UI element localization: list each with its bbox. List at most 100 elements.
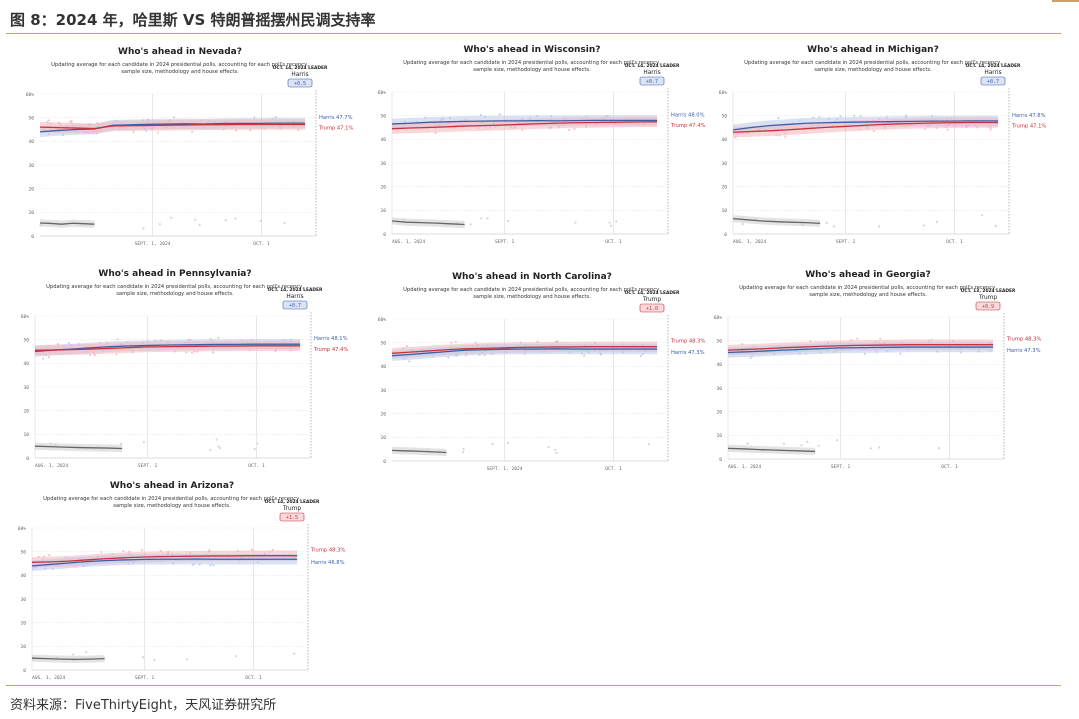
chart-subtitle-line: sample size, methodology and house effec… — [473, 294, 591, 300]
poll-dot — [209, 448, 212, 452]
poll-dot — [120, 442, 123, 445]
y-tick-label: 20 — [716, 409, 722, 415]
poll-dot — [142, 227, 145, 230]
poll-dot — [836, 439, 839, 442]
chart-panel-arizona: Who's ahead in Arizona? Updating average … — [12, 474, 352, 684]
chart-title: Who's ahead in Nevada? — [118, 47, 242, 57]
poll-dot — [462, 447, 465, 451]
chart-subtitle-line: sample size, methodology and house effec… — [814, 67, 932, 73]
chart-subtitle-line: sample size, methodology and house effec… — [473, 67, 591, 73]
poll-dot — [447, 356, 450, 359]
leader-name: Harris — [286, 294, 303, 300]
poll-dot — [782, 442, 786, 445]
leader-date: OCT. 14, 2024 LEADER — [265, 499, 320, 505]
poll-dot — [833, 225, 836, 228]
y-tick-label: 60% — [378, 90, 387, 96]
poll-dot — [47, 119, 50, 122]
leader-margin-badge — [279, 512, 305, 522]
y-tick-label: 50 — [23, 337, 29, 343]
y-tick-label: 30 — [716, 386, 722, 392]
figure-title: 图 8：2024 年，哈里斯 VS 特朗普摇摆州民调支持率 — [10, 11, 376, 29]
poll-dot — [170, 216, 173, 219]
poll-dot — [777, 116, 780, 120]
chart-subtitle-line: Updating average for each candidate in 2… — [403, 60, 661, 66]
poll-dot — [825, 221, 828, 224]
poll-dot — [184, 351, 188, 354]
poll-dot — [142, 441, 145, 444]
y-tick-label: 50 — [721, 113, 727, 119]
poll-dot — [172, 116, 175, 119]
poll-dot — [647, 443, 651, 446]
poll-dot — [42, 357, 45, 360]
y-tick-label: 10 — [721, 208, 727, 214]
y-tick-label: 40 — [721, 137, 727, 143]
poll-dot — [879, 337, 882, 340]
y-tick-label: 50 — [20, 549, 26, 555]
poll-dot — [253, 447, 256, 451]
chart-subtitle-line: Updating average for each candidate in 2… — [744, 60, 1002, 66]
poll-dot — [491, 443, 494, 446]
chart-svg: Who's ahead in Michigan? Updating average… — [719, 45, 1047, 245]
leader-margin: +1.5 — [286, 515, 298, 521]
x-tick-label: SEPT. 1 — [836, 239, 856, 245]
poll-dot — [271, 548, 274, 551]
poll-dot — [194, 218, 197, 221]
y-tick-label: 60% — [378, 317, 387, 323]
poll-dot — [863, 352, 866, 355]
trump-line — [391, 346, 658, 354]
chart-subtitle-line: Updating average for each candidate in 2… — [51, 62, 309, 68]
leader-name: Trump — [642, 297, 661, 303]
chart-svg: Who's ahead in Pennsylvania? Updating ave… — [21, 269, 349, 469]
y-tick-label: 30 — [380, 161, 386, 167]
poll-dot — [583, 354, 586, 357]
x-tick-label: OCT. 1 — [605, 239, 622, 245]
poll-dot — [234, 655, 237, 658]
trump-line — [732, 121, 999, 133]
chart-panel-nevada: Who's ahead in Nevada? Updating average f… — [20, 40, 360, 250]
leader-margin: +0.7 — [289, 303, 301, 309]
other-candidate-line — [391, 220, 465, 226]
y-tick-label: 10 — [716, 433, 722, 439]
poll-dot — [116, 338, 119, 341]
poll-dot — [67, 341, 70, 345]
y-tick-label: 40 — [28, 139, 34, 145]
y-tick-label: 40 — [380, 137, 386, 143]
chart-svg: Who's ahead in Wisconsin? Updating averag… — [378, 45, 706, 245]
leader-margin: +1.0 — [646, 306, 658, 312]
x-tick-label: SEPT. 1, 2024 — [135, 241, 171, 247]
other-candidate-line — [727, 447, 816, 453]
chart-svg: Who's ahead in Nevada? Updating average f… — [26, 47, 354, 247]
y-tick-label: 20 — [380, 411, 386, 417]
poll-dot — [454, 340, 457, 344]
y-tick-label: 30 — [380, 388, 386, 394]
poll-dot — [639, 354, 642, 357]
poll-dot — [469, 223, 472, 226]
poll-dot — [219, 447, 222, 450]
other-uncertainty-band — [733, 215, 821, 227]
chart-subtitle-line: Updating average for each candidate in 2… — [403, 287, 661, 293]
y-tick-label: 30 — [28, 163, 34, 169]
poll-dot — [253, 116, 256, 119]
poll-dot — [115, 353, 118, 356]
poll-dot — [574, 221, 577, 224]
other-candidate-line — [39, 222, 95, 225]
poll-dot — [615, 220, 618, 223]
y-tick-label: 30 — [20, 597, 26, 603]
poll-dot — [69, 120, 72, 123]
x-tick-label: OCT. 1 — [946, 239, 963, 245]
poll-dot — [806, 440, 809, 443]
y-tick-label: 40 — [380, 364, 386, 370]
y-tick-label: 10 — [380, 208, 386, 214]
trump-line — [39, 123, 306, 130]
poll-dot — [450, 341, 453, 344]
chart-svg: Who's ahead in Arizona? Updating average … — [18, 481, 346, 681]
x-tick-label: AUG. 1, 2024 — [728, 464, 761, 470]
poll-dot — [235, 129, 238, 132]
y-tick-label: 0 — [23, 668, 26, 674]
poll-dot — [746, 442, 749, 445]
y-tick-label: 10 — [28, 210, 34, 216]
poll-dot — [141, 656, 145, 659]
chart-panel-wisconsin: Who's ahead in Wisconsin? Updating averag… — [372, 38, 712, 248]
leader-margin-badge — [287, 78, 313, 88]
poll-dot — [506, 441, 510, 445]
